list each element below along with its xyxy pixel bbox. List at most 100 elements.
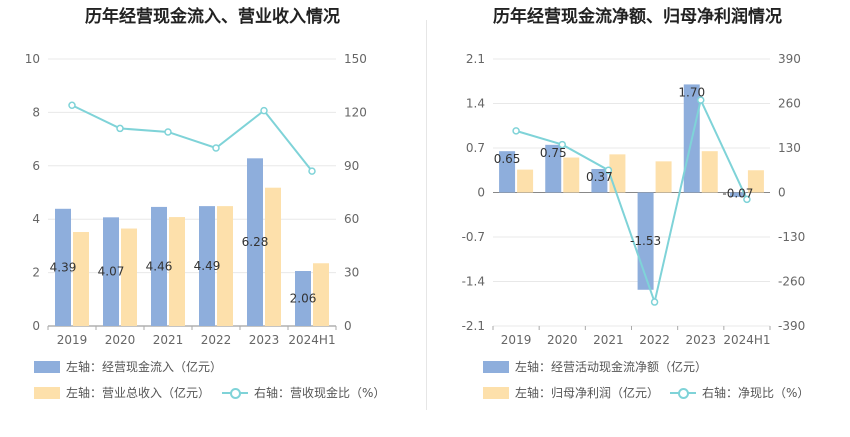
bar-data-label: 0.37 [586, 170, 613, 184]
panel-divider [426, 20, 427, 410]
bar-primary [499, 151, 516, 193]
bar-data-label: 4.39 [50, 260, 77, 274]
y-left-tick-label: 4 [32, 212, 40, 226]
y-left-tick-label: 0 [477, 186, 485, 200]
legend-swatch-net-profit [483, 386, 509, 399]
x-tick-label: 2023 [249, 333, 280, 347]
ratio-point [116, 124, 124, 133]
bar-data-label: 4.07 [98, 265, 125, 279]
bar-secondary [265, 187, 281, 326]
x-tick-label: 2024H1 [723, 333, 770, 347]
bar-primary [545, 144, 562, 193]
bar-secondary [169, 217, 185, 326]
bar-secondary [747, 170, 764, 193]
y-right-tick-label: -260 [778, 275, 805, 289]
bar-data-label: 4.46 [146, 259, 173, 273]
y-right-tick-label: 150 [344, 52, 367, 66]
legend-swatch-revenue [34, 386, 60, 399]
ratio-point [308, 167, 316, 175]
y-right-tick-label: 130 [778, 141, 801, 155]
legend-item-net-cash-ratio[interactable]: 右轴：净现比（%） [670, 384, 809, 401]
bar-primary [295, 270, 311, 326]
bar-secondary [121, 228, 137, 326]
ratio-point [512, 127, 520, 135]
x-tick-label: 2020 [105, 333, 136, 347]
bar-secondary [655, 161, 672, 193]
legend-swatch-cash-inflow [34, 360, 60, 373]
bar-data-label: 0.65 [494, 152, 521, 166]
legend-label-revenue-cash-ratio: 右轴：营收现金比（%） [254, 386, 386, 400]
y-right-tick-label: 120 [344, 105, 367, 119]
ratio-point [212, 144, 220, 152]
y-left-tick-label: 8 [32, 105, 40, 119]
bar-primary [55, 208, 71, 326]
bar-data-label: 2.06 [290, 291, 317, 305]
y-right-tick-label: 0 [778, 186, 786, 200]
legend-item-cash-inflow[interactable]: 左轴：经营现金流入（亿元） [34, 358, 222, 375]
legend-item-revenue-cash-ratio[interactable]: 右轴：营收现金比（%） [222, 384, 385, 401]
chart-panel-left: 历年经营现金流入、营业收入情况 0 2 4 6 8 10 0 30 60 90 120 150 2019… [25, 7, 386, 401]
y-right-tick-label: 60 [344, 212, 359, 226]
y-right-tick-label: 0 [344, 319, 352, 333]
ratio-point [558, 140, 566, 149]
bar-data-label: 1.70 [678, 85, 705, 99]
ratio-point [68, 101, 76, 110]
y-right-tick-label: 90 [344, 159, 359, 173]
bar-primary [729, 192, 746, 197]
x-tick-label: 2019 [57, 333, 88, 347]
y-left-tick-label: 6 [32, 159, 40, 173]
y-left-tick-label: 2.1 [466, 52, 485, 66]
x-tick-label: 2021 [153, 333, 184, 347]
bar-data-label: 0.75 [540, 146, 567, 160]
bar-secondary [313, 263, 329, 326]
bar-secondary [563, 157, 580, 193]
chart-panel-right: 历年经营现金流净额、归母净利润情况 -2.1 -1.4 -0.7 0 0.7 1.4 2.1… [425, 0, 850, 437]
legend-label-net-cash-ratio: 右轴：净现比（%） [702, 386, 810, 400]
legend-label-net-operating-cash: 左轴：经营活动现金流净额（亿元） [515, 360, 708, 374]
legend-label-revenue: 左轴：营业总收入（亿元） [66, 386, 211, 400]
x-tick-label: 2019 [501, 333, 532, 347]
ratio-point [604, 166, 613, 174]
bar-data-label: -1.53 [630, 234, 661, 248]
bar-data-label: 6.28 [242, 235, 269, 249]
ratio-line [71, 104, 313, 172]
y-left-tick-label: 0.7 [466, 141, 485, 155]
ratio-line [515, 97, 748, 306]
ratio-point [260, 106, 268, 115]
legend-item-revenue[interactable]: 左轴：营业总收入（亿元） [34, 384, 210, 401]
x-tick-label: 2020 [547, 333, 578, 347]
bar-secondary [701, 151, 718, 193]
chart-svg-left: 0 2 4 6 8 10 0 30 60 90 120 150 2019 2020 2021 2022 2023… [25, 52, 367, 347]
y-right-tick-label: -130 [778, 230, 805, 244]
x-tick-label: 2021 [593, 333, 624, 347]
y-left-tick-label: 0 [32, 319, 40, 333]
legend-item-net-profit[interactable]: 左轴：归母净利润（亿元） [483, 384, 659, 401]
legend-item-net-operating-cash[interactable]: 左轴：经营活动现金流净额（亿元） [483, 358, 707, 375]
y-left-tick-label: 2 [32, 266, 40, 280]
bar-data-label: 4.49 [194, 259, 221, 273]
chart-title-right: 历年经营现金流净额、归母净利润情况 [493, 7, 782, 27]
y-left-tick-label: -1.4 [462, 275, 485, 289]
legend-swatch-revenue-cash-ratio [222, 387, 248, 399]
x-tick-label: 2022 [639, 333, 670, 347]
legend-swatch-net-operating-cash [483, 360, 509, 373]
bar-primary [199, 206, 215, 326]
chart-title-left: 历年经营现金流入、营业收入情况 [85, 7, 340, 27]
legend-swatch-net-cash-ratio [670, 387, 696, 399]
y-left-tick-label: 10 [25, 52, 40, 66]
x-tick-label: 2023 [685, 333, 716, 347]
bar-primary [247, 158, 263, 326]
y-left-tick-label: -0.7 [462, 230, 485, 244]
y-right-tick-label: -390 [778, 319, 805, 333]
y-right-tick-label: 390 [778, 52, 801, 66]
y-left-tick-label: 1.4 [466, 97, 485, 111]
ratio-point [164, 128, 172, 136]
y-right-tick-label: 30 [344, 266, 359, 280]
legend-label-net-profit: 左轴：归母净利润（亿元） [515, 386, 660, 400]
bar-secondary [217, 206, 233, 326]
bar-primary [103, 217, 119, 326]
legend-label-cash-inflow: 左轴：经营现金流入（亿元） [66, 360, 223, 374]
x-tick-label: 2022 [201, 333, 232, 347]
ratio-point [743, 195, 751, 204]
chart-svg-right: -2.1 -1.4 -0.7 0 0.7 1.4 2.1 -390 -260 -130 0 130 26… [462, 52, 806, 347]
